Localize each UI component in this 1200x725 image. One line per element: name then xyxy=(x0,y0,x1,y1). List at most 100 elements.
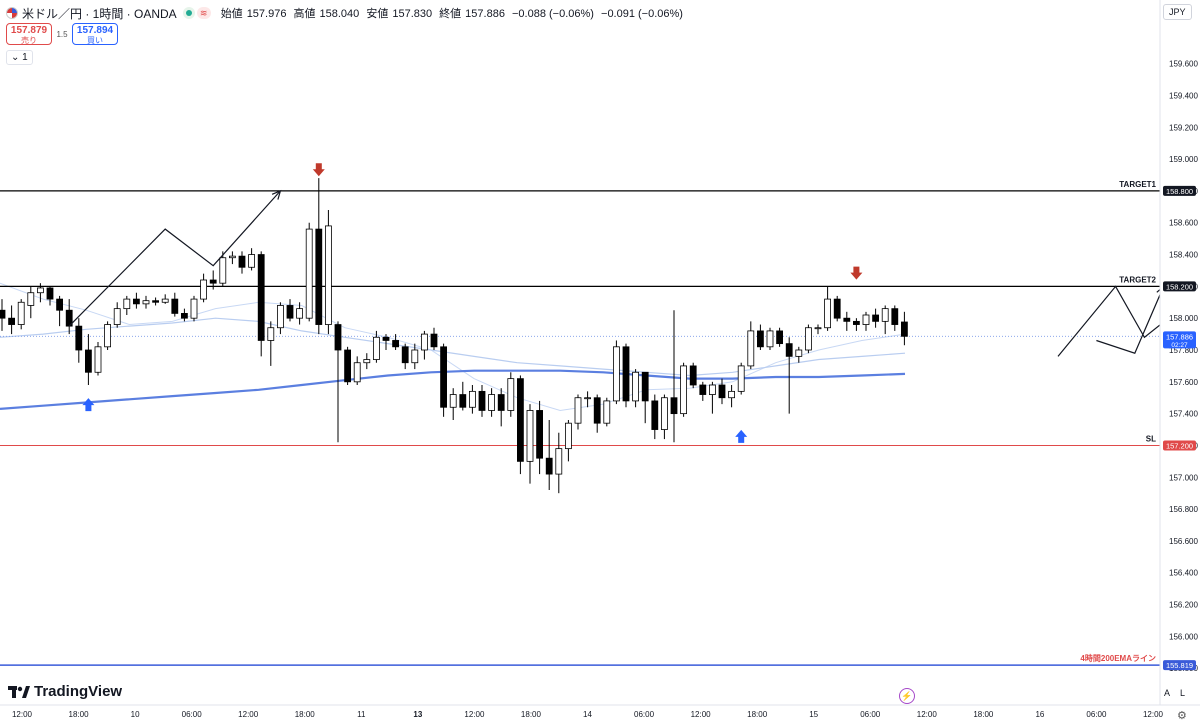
candle-down[interactable] xyxy=(152,300,160,303)
candle-up[interactable] xyxy=(123,298,131,310)
candle-down[interactable] xyxy=(180,313,188,319)
candle-down[interactable] xyxy=(497,394,505,411)
candle-up[interactable] xyxy=(824,298,831,329)
lightning-icon[interactable]: ⚡ xyxy=(899,688,915,704)
candle-down[interactable] xyxy=(440,346,448,408)
candle-up[interactable] xyxy=(296,308,304,319)
candle-up[interactable] xyxy=(142,300,150,305)
candle-up[interactable] xyxy=(613,346,620,402)
candle-down[interactable] xyxy=(689,365,697,386)
candle-down[interactable] xyxy=(718,384,726,399)
market-open-icon[interactable] xyxy=(182,7,195,19)
candle-down[interactable] xyxy=(65,309,73,327)
candle-up[interactable] xyxy=(728,390,735,399)
log-scale-button[interactable]: L xyxy=(1180,688,1186,698)
candle-down[interactable] xyxy=(334,324,342,351)
price-axis-bg[interactable] xyxy=(1160,0,1200,725)
candle-down[interactable] xyxy=(641,371,649,402)
candle-up[interactable] xyxy=(104,324,111,348)
candle-up[interactable] xyxy=(766,330,774,348)
candle-up[interactable] xyxy=(603,400,611,424)
symbol-title[interactable]: 米ドル／円 · 1時間 · OANDA xyxy=(22,6,177,21)
candle-down[interactable] xyxy=(901,321,908,337)
candle-down[interactable] xyxy=(517,378,524,462)
gear-icon[interactable]: ⚙ xyxy=(1177,710,1187,722)
candle-down[interactable] xyxy=(430,333,438,348)
candle-down[interactable] xyxy=(382,336,390,341)
candle-down[interactable] xyxy=(843,317,851,322)
candle-up[interactable] xyxy=(632,371,639,402)
market-status[interactable]: ≋ xyxy=(182,7,211,19)
candle-down[interactable] xyxy=(670,397,678,415)
candle-up[interactable] xyxy=(219,257,227,284)
candle-up[interactable] xyxy=(363,359,371,364)
candle-up[interactable] xyxy=(805,327,812,351)
candle-down[interactable] xyxy=(853,320,860,325)
candle-down[interactable] xyxy=(75,325,83,351)
candle-up[interactable] xyxy=(27,292,35,306)
projection-path[interactable] xyxy=(68,190,281,327)
candle-up[interactable] xyxy=(574,397,582,424)
projection-path[interactable] xyxy=(1057,261,1200,357)
candle-up[interactable] xyxy=(661,397,668,430)
candle-up[interactable] xyxy=(37,287,44,294)
candle-down[interactable] xyxy=(315,228,323,325)
candle-down[interactable] xyxy=(891,308,899,325)
candle-up[interactable] xyxy=(113,308,121,325)
candle-up[interactable] xyxy=(555,448,563,475)
candle-up[interactable] xyxy=(449,394,457,408)
candle-down[interactable] xyxy=(0,309,6,319)
candle-up[interactable] xyxy=(200,279,208,300)
candle-down[interactable] xyxy=(286,305,294,319)
candle-up[interactable] xyxy=(17,301,25,325)
candle-down[interactable] xyxy=(209,279,217,284)
candle-down[interactable] xyxy=(132,298,140,305)
candle-down[interactable] xyxy=(651,400,659,430)
candle-up[interactable] xyxy=(526,410,534,462)
tradingview-logo[interactable]: TradingView xyxy=(8,683,122,700)
candle-up[interactable] xyxy=(737,365,745,392)
candle-up[interactable] xyxy=(161,298,169,303)
candle-up[interactable] xyxy=(353,362,361,383)
candle-down[interactable] xyxy=(699,384,707,395)
candle-down[interactable] xyxy=(622,346,630,402)
candle-down[interactable] xyxy=(833,298,841,319)
candle-down[interactable] xyxy=(785,343,793,357)
candle-up[interactable] xyxy=(190,298,198,319)
candle-up[interactable] xyxy=(372,336,380,360)
candle-up[interactable] xyxy=(276,305,284,329)
candle-down[interactable] xyxy=(593,397,601,424)
candle-up[interactable] xyxy=(488,394,496,411)
candle-down[interactable] xyxy=(545,457,553,475)
candle-up[interactable] xyxy=(305,228,313,319)
candle-down[interactable] xyxy=(392,340,400,348)
candle-down[interactable] xyxy=(171,298,179,314)
candle-up[interactable] xyxy=(565,422,572,450)
candle-down[interactable] xyxy=(238,255,246,268)
candle-down[interactable] xyxy=(459,394,467,408)
candle-up[interactable] xyxy=(507,378,515,411)
candle-up[interactable] xyxy=(420,333,428,351)
candle-up[interactable] xyxy=(680,365,687,415)
candle-up[interactable] xyxy=(411,349,419,364)
candle-up[interactable] xyxy=(709,384,716,395)
candle-down[interactable] xyxy=(8,317,16,325)
candle-up[interactable] xyxy=(747,330,755,367)
candle-down[interactable] xyxy=(56,298,63,311)
candle-up[interactable] xyxy=(862,314,870,325)
candle-down[interactable] xyxy=(401,346,409,364)
wave-icon[interactable]: ≋ xyxy=(196,7,211,19)
candle-up[interactable] xyxy=(324,225,332,325)
candle-up[interactable] xyxy=(94,346,102,373)
candle-down[interactable] xyxy=(872,314,879,322)
candle-down[interactable] xyxy=(478,390,486,411)
candle-up[interactable] xyxy=(228,255,236,259)
buy-button[interactable]: 157.894 買い xyxy=(72,23,118,45)
candle-up[interactable] xyxy=(881,308,889,322)
interval-toggle[interactable]: ⌄ 1 xyxy=(6,50,33,65)
candle-up[interactable] xyxy=(814,327,822,330)
candle-down[interactable] xyxy=(757,330,764,348)
candle-down[interactable] xyxy=(344,349,352,383)
candle-down[interactable] xyxy=(536,410,543,459)
